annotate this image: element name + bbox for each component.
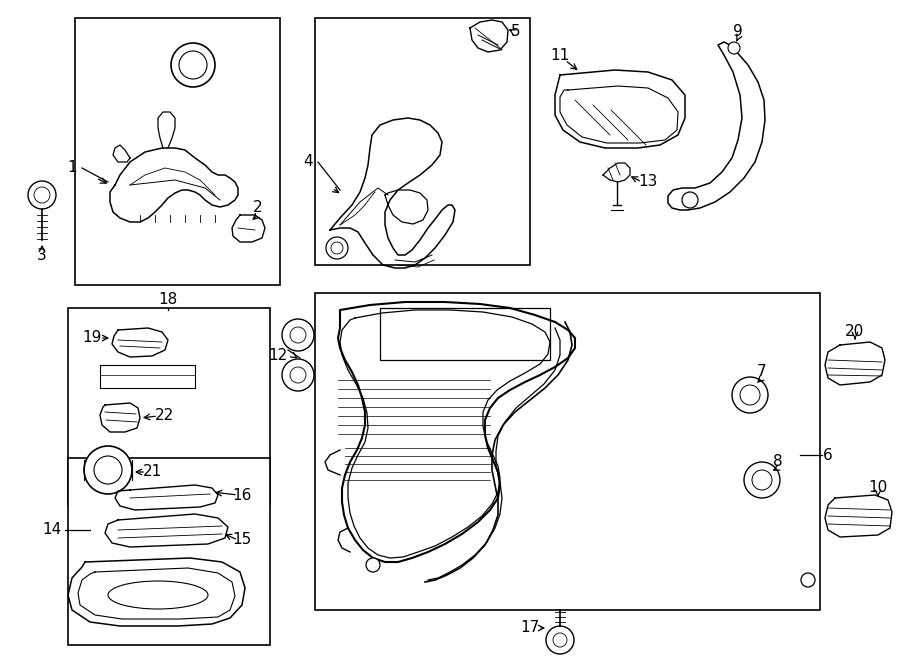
Circle shape [728, 42, 740, 54]
Text: 15: 15 [232, 533, 252, 547]
Text: 8: 8 [773, 455, 783, 469]
Text: 20: 20 [845, 325, 865, 340]
Text: 14: 14 [42, 522, 61, 537]
Text: 6: 6 [824, 447, 832, 463]
Bar [68, 308, 270, 505]
Text: 13: 13 [638, 175, 658, 190]
Circle shape [326, 237, 348, 259]
Text: 10: 10 [868, 481, 887, 496]
Bar [68, 458, 270, 645]
Circle shape [171, 43, 215, 87]
Text: 9: 9 [734, 24, 742, 40]
Text: 16: 16 [232, 488, 252, 502]
Text: 3: 3 [37, 247, 47, 262]
Circle shape [732, 377, 768, 413]
Circle shape [553, 633, 567, 647]
Circle shape [282, 319, 314, 351]
Bar [75, 18, 280, 285]
Circle shape [740, 385, 760, 405]
Text: 19: 19 [82, 330, 102, 346]
Bar [315, 293, 820, 610]
Circle shape [331, 242, 343, 254]
Text: 22: 22 [156, 407, 175, 422]
Text: 5: 5 [511, 24, 521, 40]
Circle shape [290, 367, 306, 383]
Circle shape [84, 446, 132, 494]
Circle shape [179, 51, 207, 79]
Text: 18: 18 [158, 293, 177, 307]
Text: 2: 2 [253, 200, 263, 215]
Circle shape [546, 626, 574, 654]
Circle shape [290, 327, 306, 343]
Bar [315, 18, 530, 265]
Text: 21: 21 [142, 465, 162, 479]
Text: 17: 17 [520, 621, 540, 635]
Text: 1: 1 [68, 161, 76, 176]
Circle shape [801, 573, 815, 587]
Bar [380, 308, 550, 360]
Ellipse shape [108, 581, 208, 609]
Text: 7: 7 [757, 364, 767, 379]
Text: 11: 11 [551, 48, 570, 63]
Circle shape [752, 470, 772, 490]
Circle shape [94, 456, 122, 484]
Circle shape [34, 187, 50, 203]
Circle shape [282, 359, 314, 391]
Text: 4: 4 [303, 155, 313, 169]
Text: 12: 12 [268, 348, 288, 362]
Circle shape [744, 462, 780, 498]
Circle shape [366, 558, 380, 572]
Circle shape [28, 181, 56, 209]
Circle shape [682, 192, 698, 208]
